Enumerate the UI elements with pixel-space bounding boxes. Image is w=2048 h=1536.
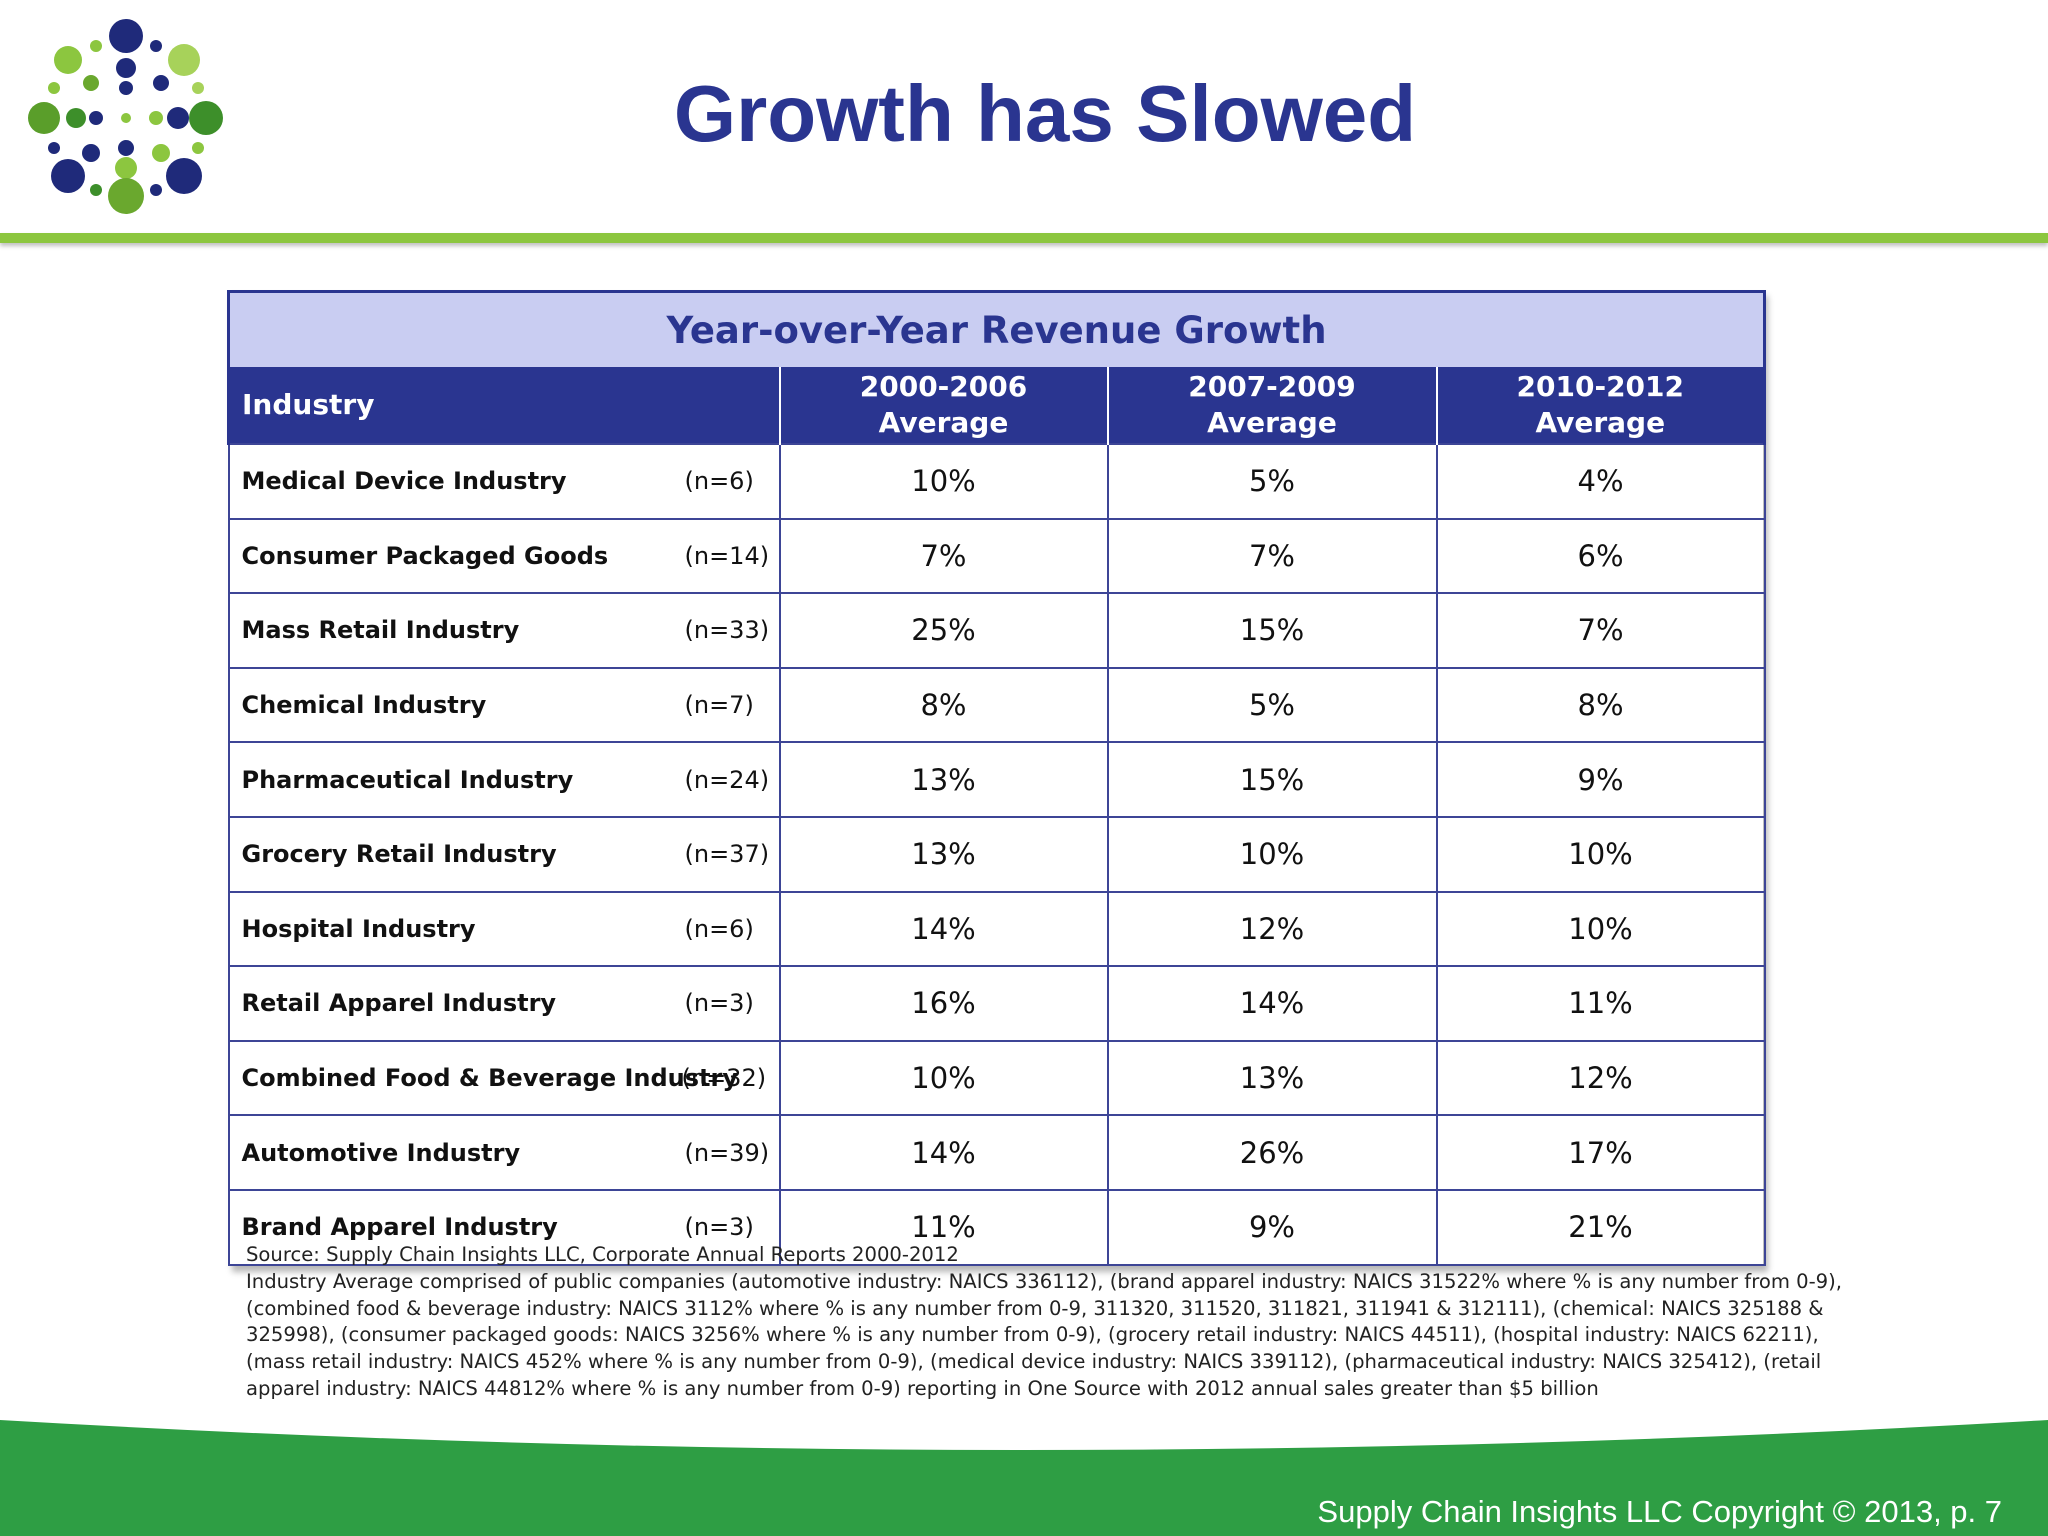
sample-size: (n=3): [684, 989, 754, 1018]
value-cell: 14%: [778, 1114, 1109, 1191]
sample-size: (n=32): [681, 1064, 767, 1093]
value-cell: 11%: [778, 1188, 1109, 1266]
company-logo: [28, 19, 223, 214]
sample-size: (n=14): [684, 541, 770, 570]
industry-name: Grocery Retail Industry: [241, 840, 557, 869]
header-period-3: 2010-2012 Average: [1436, 367, 1767, 444]
value-cell: 25%: [778, 592, 1109, 669]
header-period-1-years: 2000-2006: [859, 370, 1028, 403]
industry-name: Retail Apparel Industry: [241, 989, 557, 1018]
value-cell: 21%: [1435, 1188, 1766, 1266]
header-period-2-years: 2007-2009: [1188, 370, 1356, 403]
sample-size: (n=39): [684, 1138, 770, 1167]
industry-cell: Retail Apparel Industry (n=3): [227, 965, 781, 1042]
sample-size: (n=7): [684, 691, 754, 720]
sample-size: (n=24): [684, 765, 770, 794]
header-industry: Industry: [227, 367, 781, 444]
slide-title: Growth has Slowed: [673, 69, 1417, 158]
header-period-1-label: Average: [878, 406, 1009, 439]
sample-size: (n=6): [684, 467, 754, 496]
value-cell: 10%: [1435, 890, 1766, 968]
header-period-2-label: Average: [1207, 406, 1337, 439]
value-cell: 4%: [1435, 443, 1766, 520]
value-cell: 10%: [1435, 815, 1766, 893]
value-cell: 7%: [1106, 517, 1438, 595]
table-row: Brand Apparel Industry (n=3) 11% 9% 21%: [227, 1188, 1766, 1266]
revenue-growth-table-container: Year-over-Year Revenue Growth Industry 2…: [226, 290, 1767, 1266]
footer-band: [0, 1420, 2048, 1536]
industry-name: Medical Device Industry: [241, 467, 567, 496]
industry-name: Mass Retail Industry: [241, 616, 520, 645]
industry-name: Combined Food & Beverage Industry: [241, 1064, 739, 1093]
value-cell: 12%: [1435, 1039, 1766, 1117]
value-cell: 9%: [1106, 1188, 1438, 1266]
source-line: Source: Supply Chain Insights LLC, Corpo…: [246, 1243, 959, 1266]
industry-name: Automotive Industry: [241, 1138, 521, 1167]
industry-cell: Grocery Retail Industry (n=37): [227, 815, 781, 893]
industry-name: Chemical Industry: [241, 691, 487, 720]
industry-cell: Combined Food & Beverage Industry (n=32): [227, 1039, 781, 1117]
value-cell: 11%: [1435, 965, 1766, 1042]
industry-cell: Pharmaceutical Industry (n=24): [227, 741, 781, 818]
header-period-3-years: 2010-2012: [1516, 370, 1684, 403]
value-cell: 17%: [1435, 1114, 1766, 1191]
industry-name: Brand Apparel Industry: [241, 1213, 558, 1242]
value-cell: 13%: [1106, 1039, 1438, 1117]
table-row: Chemical Industry (n=7) 8% 5% 8%: [227, 666, 1766, 744]
industry-name: Pharmaceutical Industry: [241, 765, 574, 794]
sample-size: (n=3): [684, 1213, 754, 1242]
table-row: Medical Device Industry (n=6) 10% 5% 4%: [227, 443, 1766, 520]
value-cell: 10%: [1106, 815, 1438, 893]
value-cell: 14%: [778, 890, 1109, 968]
industry-cell: Chemical Industry (n=7): [227, 666, 781, 744]
industry-cell: Brand Apparel Industry (n=3): [227, 1188, 781, 1266]
table-row: Automotive Industry (n=39) 14% 26% 17%: [227, 1114, 1766, 1191]
value-cell: 26%: [1106, 1114, 1438, 1191]
sample-size: (n=33): [684, 616, 770, 645]
value-cell: 7%: [778, 517, 1109, 595]
revenue-growth-table: Year-over-Year Revenue Growth Industry 2…: [226, 290, 1767, 1266]
industry-name: Hospital Industry: [241, 914, 476, 943]
copyright-text: Supply Chain Insights LLC Copyright © 20…: [1317, 1494, 2002, 1529]
value-cell: 12%: [1106, 890, 1438, 968]
value-cell: 7%: [1435, 592, 1766, 669]
table-row: Consumer Packaged Goods (n=14) 7% 7% 6%: [227, 517, 1766, 595]
value-cell: 8%: [778, 666, 1109, 744]
value-cell: 16%: [778, 965, 1109, 1042]
table-row: Retail Apparel Industry (n=3) 16% 14% 11%: [227, 965, 1766, 1042]
sample-size: (n=37): [684, 840, 770, 869]
divider-rule: [0, 233, 2048, 243]
table-row: Grocery Retail Industry (n=37) 13% 10% 10%: [227, 815, 1766, 893]
industry-cell: Hospital Industry (n=6): [227, 890, 781, 968]
header-period-2: 2007-2009 Average: [1107, 367, 1438, 444]
methodology-note: Industry Average comprised of public com…: [246, 1269, 1843, 1400]
value-cell: 5%: [1106, 443, 1438, 520]
value-cell: 13%: [778, 815, 1109, 893]
header-period-1: 2000-2006 Average: [779, 367, 1109, 444]
value-cell: 8%: [1435, 666, 1766, 744]
value-cell: 13%: [778, 741, 1109, 818]
industry-cell: Automotive Industry (n=39): [227, 1114, 781, 1191]
value-cell: 6%: [1435, 517, 1766, 595]
value-cell: 14%: [1106, 965, 1438, 1042]
value-cell: 9%: [1435, 741, 1766, 818]
table-caption: Year-over-Year Revenue Growth: [226, 290, 1767, 367]
table-row: Mass Retail Industry (n=33) 25% 15% 7%: [227, 592, 1766, 669]
value-cell: 15%: [1106, 592, 1438, 669]
industry-cell: Mass Retail Industry (n=33): [227, 592, 781, 669]
table-row: Hospital Industry (n=6) 14% 12% 10%: [227, 890, 1766, 968]
table-row: Combined Food & Beverage Industry (n=32) 1…: [227, 1039, 1766, 1117]
industry-cell: Consumer Packaged Goods (n=14): [227, 517, 781, 595]
value-cell: 10%: [778, 443, 1109, 520]
sample-size: (n=6): [684, 914, 754, 943]
value-cell: 5%: [1106, 666, 1438, 744]
industry-cell: Medical Device Industry (n=6): [227, 443, 781, 520]
header-period-3-label: Average: [1535, 406, 1666, 439]
value-cell: 10%: [778, 1039, 1109, 1117]
table-row: Pharmaceutical Industry (n=24) 13% 15% 9%: [227, 741, 1766, 818]
value-cell: 15%: [1106, 741, 1438, 818]
industry-name: Consumer Packaged Goods: [241, 541, 609, 570]
source-note: Source: Supply Chain Insights LLC, Corpo…: [246, 1242, 1866, 1403]
